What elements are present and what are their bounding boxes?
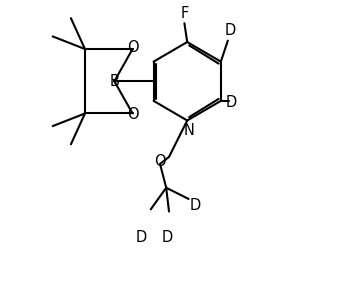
Text: D: D xyxy=(135,230,147,245)
Text: O: O xyxy=(127,106,139,121)
Text: D: D xyxy=(225,23,236,38)
Text: N: N xyxy=(184,123,195,138)
Text: D: D xyxy=(226,95,237,110)
Text: O: O xyxy=(127,40,139,55)
Text: D: D xyxy=(189,198,200,213)
Text: B: B xyxy=(110,74,119,89)
Text: D: D xyxy=(162,230,173,245)
Text: O: O xyxy=(154,154,166,169)
Text: F: F xyxy=(180,6,189,21)
